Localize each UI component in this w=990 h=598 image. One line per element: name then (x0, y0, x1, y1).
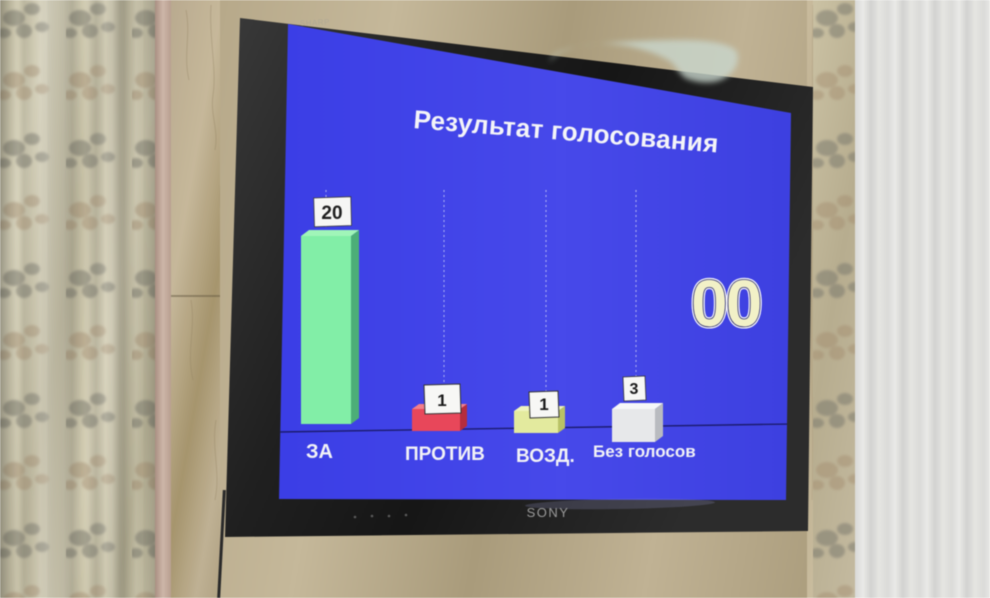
svg-text:3: 3 (630, 381, 639, 398)
svg-text:1: 1 (437, 391, 446, 410)
svg-text:ЗА: ЗА (306, 441, 333, 463)
svg-text:1: 1 (539, 395, 548, 414)
svg-text:SONY: SONY (527, 505, 570, 520)
svg-text:00: 00 (691, 266, 760, 340)
svg-text:20: 20 (321, 203, 342, 224)
svg-text:ВОЗД.: ВОЗД. (516, 446, 575, 467)
svg-text:SHARP: SHARP (300, 17, 330, 28)
svg-text:Без голосов: Без голосов (593, 442, 696, 461)
svg-text:ПРОТИВ: ПРОТИВ (405, 444, 485, 465)
